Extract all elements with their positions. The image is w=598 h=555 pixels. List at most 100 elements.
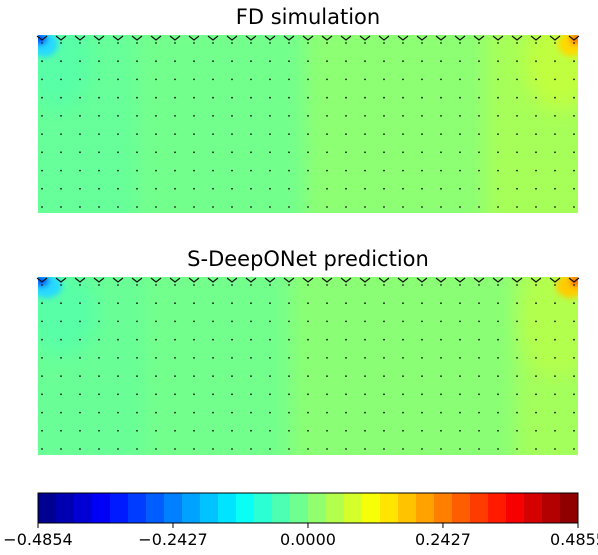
vector-dot [117, 320, 119, 323]
vector-dot [117, 42, 119, 44]
vector-dot [269, 60, 271, 63]
vector-dot [364, 302, 366, 305]
vector-dot [440, 42, 442, 44]
vector-dot [402, 429, 404, 432]
vector-dot [383, 284, 385, 286]
colorbar-band [182, 493, 201, 523]
vector-dot [212, 357, 214, 359]
vector-dot [573, 115, 575, 117]
vector-dot [193, 338, 195, 341]
vector-dot [535, 206, 537, 208]
vector-dot [288, 320, 290, 323]
vector-dot [497, 78, 499, 81]
vector-dot [231, 42, 233, 44]
vector-dot [535, 302, 537, 305]
vector-dot [478, 169, 480, 172]
vector-dot [402, 169, 404, 172]
vector-dot [174, 206, 176, 208]
vector-dot [98, 115, 100, 117]
vector-dot [98, 169, 100, 172]
vector-dot [269, 78, 271, 81]
vector-dot [459, 115, 461, 117]
vector-dot [98, 133, 100, 136]
vector-dot [41, 302, 43, 305]
heatmap-fd [36, 35, 580, 213]
vector-dot [174, 375, 176, 377]
vector-dot [136, 151, 138, 154]
vector-arrow [131, 35, 143, 41]
panel-title-deeponet: S-DeepONet prediction [187, 247, 429, 271]
vector-dot [98, 284, 100, 286]
vector-dot [174, 302, 176, 305]
vector-dot [440, 169, 442, 172]
colorbar-band [488, 493, 507, 523]
vector-dot [478, 411, 480, 414]
vector-dot [554, 357, 556, 359]
vector-dot [136, 133, 138, 136]
vector-dot [402, 187, 404, 190]
colorbar-band [560, 493, 579, 523]
vector-dot [212, 393, 214, 396]
colorbar-band [146, 493, 165, 523]
vector-arrow [530, 35, 542, 41]
vector-dot [535, 338, 537, 341]
vector-dot [345, 429, 347, 432]
vector-dot [554, 169, 556, 172]
vector-dot [250, 393, 252, 396]
vector-dot [478, 357, 480, 359]
vector-dot [535, 96, 537, 99]
vector-dot [250, 187, 252, 190]
vector-dot [421, 393, 423, 396]
vector-dot [326, 151, 328, 154]
vector-dot [155, 375, 157, 377]
vector-arrow [549, 35, 561, 41]
vector-dot [269, 42, 271, 44]
vector-dot [79, 411, 81, 414]
vector-dot [535, 42, 537, 44]
vector-dot [250, 169, 252, 172]
vector-dot [231, 357, 233, 359]
vector-dot [212, 60, 214, 63]
vector-dot [459, 393, 461, 396]
vector-dot [307, 115, 309, 117]
vector-dot [554, 320, 556, 323]
vector-dot [155, 42, 157, 44]
vector-dot [98, 78, 100, 81]
vector-dot [421, 151, 423, 154]
vector-dot [535, 320, 537, 323]
vector-dot [269, 187, 271, 190]
vector-dot [250, 78, 252, 81]
vector-dot [364, 375, 366, 377]
vector-dot [326, 393, 328, 396]
vector-dot [212, 115, 214, 117]
vector-dot [60, 338, 62, 341]
vector-arrow [416, 35, 428, 41]
vector-dot [60, 411, 62, 414]
vector-dot [497, 151, 499, 154]
vector-dot [250, 206, 252, 208]
vector-dot [174, 357, 176, 359]
vector-dot [478, 429, 480, 432]
vector-dot [269, 411, 271, 414]
colorbar-band [470, 493, 489, 523]
vector-dot [459, 338, 461, 341]
vector-dot [41, 115, 43, 117]
vector-dot [307, 133, 309, 136]
vector-dot [212, 375, 214, 377]
vector-dot [98, 338, 100, 341]
vector-dot [516, 357, 518, 359]
vector-dot [41, 357, 43, 359]
vector-dot [250, 133, 252, 136]
vector-dot [136, 302, 138, 305]
vector-dot [478, 42, 480, 44]
vector-dot [79, 206, 81, 208]
vector-dot [402, 206, 404, 208]
vector-dot [497, 338, 499, 341]
vector-dot [41, 78, 43, 81]
vector-dot [41, 42, 43, 44]
vector-dot [326, 320, 328, 323]
vector-dot [117, 115, 119, 117]
vector-dot [117, 357, 119, 359]
vector-dot [231, 151, 233, 154]
vector-dot [345, 133, 347, 136]
